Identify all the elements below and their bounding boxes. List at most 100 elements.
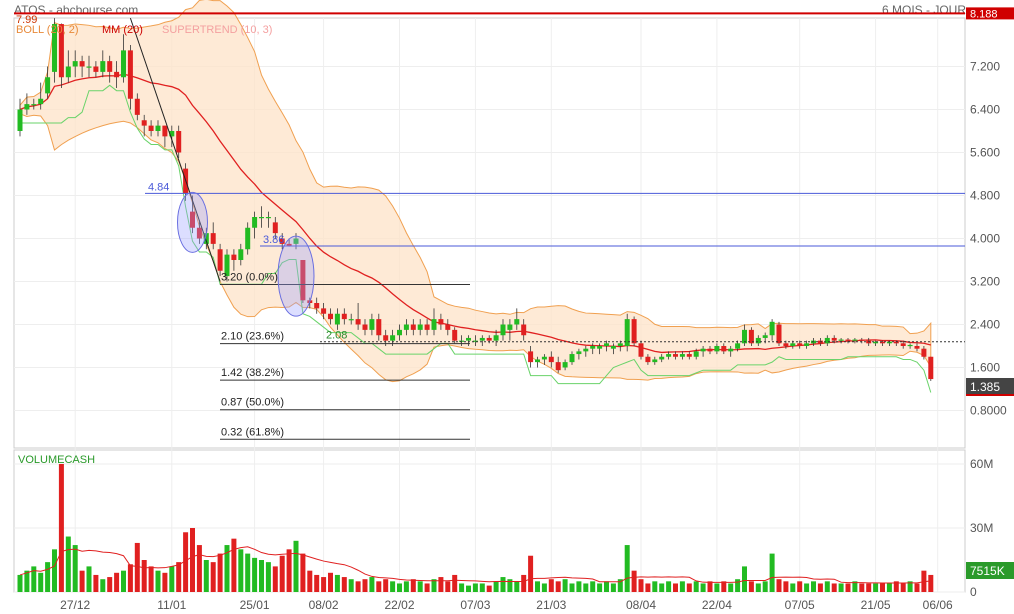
volume-bar xyxy=(300,553,306,592)
candle-body xyxy=(24,104,30,110)
candle-body xyxy=(742,329,747,344)
volume-bar xyxy=(369,577,375,592)
current-price-text: 1.385 xyxy=(970,380,1000,394)
volume-bar xyxy=(679,581,685,592)
volume-bar xyxy=(190,528,195,592)
candle-body xyxy=(65,66,71,78)
candle-body xyxy=(880,341,885,344)
current-price-tag xyxy=(966,378,1014,395)
volume-bar xyxy=(424,583,430,592)
volume-bar xyxy=(403,581,409,592)
candle-body xyxy=(576,351,582,355)
candle-body xyxy=(638,343,644,357)
volume-bar xyxy=(121,570,126,592)
candle-body xyxy=(321,308,327,314)
legend-supertrend: SUPERTREND (10, 3) xyxy=(162,24,272,36)
candle-body xyxy=(355,319,361,325)
volume-bar xyxy=(410,579,416,592)
x-tick-label: 21/05 xyxy=(861,598,891,612)
volume-bar xyxy=(459,583,465,592)
volume-bar xyxy=(100,579,106,592)
volume-bar xyxy=(417,581,423,592)
volume-bar xyxy=(445,581,451,592)
price-frame xyxy=(13,17,966,449)
volume-bar xyxy=(817,583,823,592)
candle-body xyxy=(162,125,168,137)
volume-bar xyxy=(831,583,837,592)
volume-bar xyxy=(155,570,161,592)
candle-body xyxy=(914,346,920,349)
candle-body xyxy=(548,356,554,363)
candle-body xyxy=(797,343,803,346)
volume-bar xyxy=(93,574,99,592)
volume-bar xyxy=(376,581,382,592)
volume-bar xyxy=(755,583,761,592)
volume-bar xyxy=(17,574,23,592)
volume-bar xyxy=(321,577,327,592)
x-tick-label: 07/05 xyxy=(785,598,815,612)
candle-body xyxy=(210,233,216,244)
volume-bar xyxy=(162,572,168,592)
volume-bar xyxy=(514,581,520,592)
candle-body xyxy=(410,324,416,330)
volume-bar xyxy=(390,581,396,592)
x-tick-label: 22/04 xyxy=(702,598,732,612)
highlight-ellipse xyxy=(277,235,315,317)
x-tick-label: 08/02 xyxy=(309,598,339,612)
candle-body xyxy=(431,319,437,330)
candle-body xyxy=(873,341,879,344)
candle-body xyxy=(231,254,237,260)
volume-bar xyxy=(334,574,340,592)
volume-bar xyxy=(804,583,810,592)
highlight-ellipse xyxy=(177,191,208,253)
candle-body xyxy=(445,324,451,330)
candle-body xyxy=(590,346,596,349)
volume-bar xyxy=(438,577,444,592)
volume-bar xyxy=(700,583,706,592)
candle-body xyxy=(521,324,527,336)
volume-bar xyxy=(693,581,699,592)
volume-bar xyxy=(886,583,892,592)
candle-body xyxy=(86,66,92,68)
candle-body xyxy=(673,354,678,357)
candle-body xyxy=(134,98,140,115)
candle-body xyxy=(58,24,64,78)
candle-body xyxy=(417,324,423,330)
candle-body xyxy=(45,77,51,94)
volume-bar xyxy=(259,560,264,592)
candle-body xyxy=(562,362,568,368)
volume-bar xyxy=(873,583,879,592)
volume-bar xyxy=(631,570,637,592)
x-tick-label: 11/01 xyxy=(157,598,186,612)
candle-body xyxy=(783,343,789,346)
volume-bar xyxy=(127,564,133,592)
volume-bar xyxy=(293,540,299,592)
volume-bar xyxy=(673,583,678,592)
volume-bar xyxy=(617,579,623,592)
volume-bar xyxy=(272,566,278,592)
candle-body xyxy=(597,346,603,349)
candle-body xyxy=(693,351,699,357)
volume-bar xyxy=(652,581,658,592)
volume-bar xyxy=(500,577,506,592)
candle-body xyxy=(831,337,837,341)
candle-body xyxy=(17,109,23,131)
volume-bar xyxy=(362,579,368,592)
candle-body xyxy=(624,319,630,346)
volume-bar xyxy=(31,566,37,592)
candle-body xyxy=(748,329,754,344)
candle-body xyxy=(286,243,292,247)
volume-bar xyxy=(528,555,534,592)
volume-bar xyxy=(735,579,741,592)
candle-body xyxy=(472,340,478,342)
volume-bar xyxy=(907,581,913,592)
y-tick-label: 7.200 xyxy=(970,60,1000,74)
volume-bar xyxy=(107,577,113,592)
candle-body xyxy=(541,356,547,360)
volume-bar xyxy=(576,581,582,592)
top-price-tag xyxy=(966,7,1014,20)
fib-label: 0.87 (50.0%) xyxy=(221,397,284,409)
candle-body xyxy=(555,362,561,371)
candle-body xyxy=(334,313,340,325)
candle-body xyxy=(569,354,575,363)
